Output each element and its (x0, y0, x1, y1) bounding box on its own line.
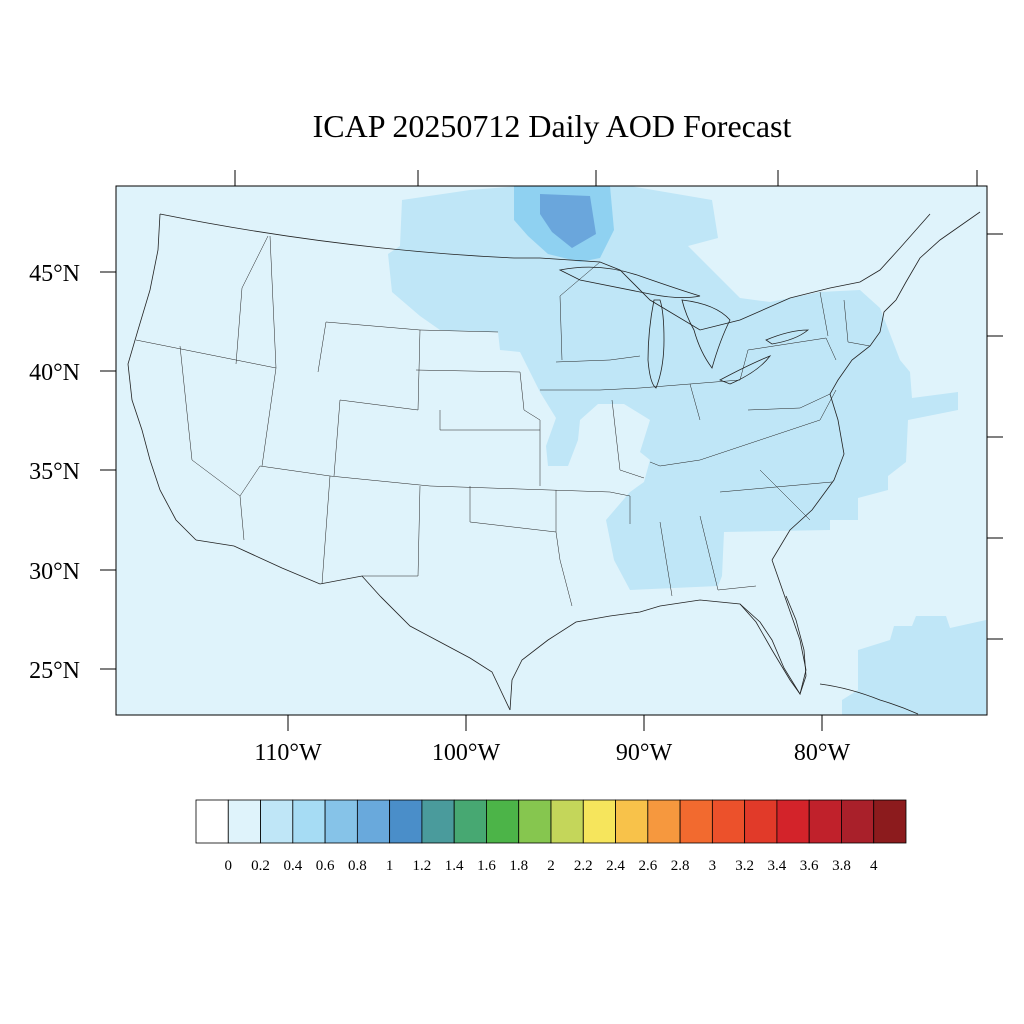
colorbar-swatch (227, 799, 261, 844)
colorbar-swatch (356, 799, 391, 844)
aod-plume-bahamas (842, 616, 986, 715)
colorbar-label: 0.6 (316, 858, 335, 874)
lon-label: 80°W (794, 740, 851, 766)
colorbar-label: 1 (386, 858, 394, 874)
cuba (819, 683, 919, 715)
lat-labels: 45°N 40°N 35°N 30°N 25°N (29, 261, 80, 684)
top-ticks (234, 170, 978, 186)
colorbar-swatch (324, 799, 358, 844)
state-lines (135, 235, 871, 607)
lat-label: 25°N (29, 658, 80, 684)
lake-michigan (647, 299, 665, 389)
colorbar-swatch (808, 799, 842, 844)
coastlines-and-borders (127, 211, 981, 715)
colorbar-swatch (421, 799, 455, 844)
colorbar-label: 1.6 (477, 858, 496, 874)
lake-superior (558, 266, 701, 298)
colorbar-label: 2.6 (638, 858, 657, 874)
lon-label: 90°W (616, 740, 673, 766)
lake-ontario (765, 329, 810, 345)
colorbar-swatch (841, 799, 875, 844)
colorbar-swatch (260, 799, 294, 844)
left-ticks (100, 271, 116, 670)
colorbar: 0 0.2 0.4 0.6 0.8 1 1.2 1.4 1.6 1.8 2 2.2 2.4 2.6 2.8 3… (195, 799, 907, 874)
colorbar-label: 1.4 (445, 858, 464, 874)
colorbar-label: 2.8 (671, 858, 690, 874)
map-frame (115, 185, 988, 716)
colorbar-swatch (679, 799, 713, 844)
lon-label: 110°W (254, 740, 322, 766)
lon-label: 100°W (432, 740, 501, 766)
colorbar-label: 3 (709, 858, 717, 874)
colorbar-swatch (195, 799, 229, 844)
colorbar-swatch (582, 799, 616, 844)
right-ticks (987, 233, 1003, 640)
lake-huron (681, 299, 731, 369)
map-title: ICAP 20250712 Daily AOD Forecast (312, 108, 792, 144)
lon-labels: 110°W 100°W 90°W 80°W (254, 740, 850, 766)
colorbar-label: 1.8 (509, 858, 528, 874)
colorbar-swatch (776, 799, 810, 844)
colorbar-label: 3.4 (768, 858, 787, 874)
colorbar-label: 3.6 (800, 858, 819, 874)
colorbar-label: 2 (547, 858, 555, 874)
west-coast (127, 213, 197, 541)
colorbar-swatch (292, 799, 326, 844)
aod-plume-layer (388, 186, 986, 715)
colorbar-swatch (486, 799, 520, 844)
atlantic-coast (771, 211, 981, 561)
lat-label: 45°N (29, 261, 80, 287)
lat-label: 30°N (29, 559, 80, 585)
colorbar-label: 0.4 (283, 858, 302, 874)
colorbar-swatch (744, 799, 778, 844)
colorbar-label: 4 (870, 858, 878, 874)
colorbar-swatch (550, 799, 584, 844)
colorbar-label: 0.8 (348, 858, 367, 874)
colorbar-swatch (615, 799, 649, 844)
colorbar-swatch (873, 799, 907, 844)
colorbar-swatch (389, 799, 423, 844)
bottom-ticks (287, 715, 823, 731)
aod-plume-mn-core (540, 194, 596, 248)
lake-erie (719, 355, 772, 385)
colorbar-label: 2.4 (606, 858, 625, 874)
colorbar-label: 0.2 (251, 858, 270, 874)
lat-label: 35°N (29, 459, 80, 485)
colorbar-label: 3.2 (735, 858, 754, 874)
colorbar-swatch (647, 799, 681, 844)
colorbar-label: 2.2 (574, 858, 593, 874)
colorbar-label: 0 (225, 858, 233, 874)
lat-label: 40°N (29, 360, 80, 386)
aod-plume-north (388, 186, 958, 590)
florida (739, 595, 807, 695)
colorbar-swatch (453, 799, 487, 844)
us-mexico-border (195, 539, 511, 711)
colorbar-swatch (711, 799, 746, 844)
colorbar-label: 1.2 (413, 858, 432, 874)
colorbar-label: 3.8 (832, 858, 851, 874)
us-canada-border (159, 213, 931, 331)
colorbar-swatch (518, 799, 552, 844)
